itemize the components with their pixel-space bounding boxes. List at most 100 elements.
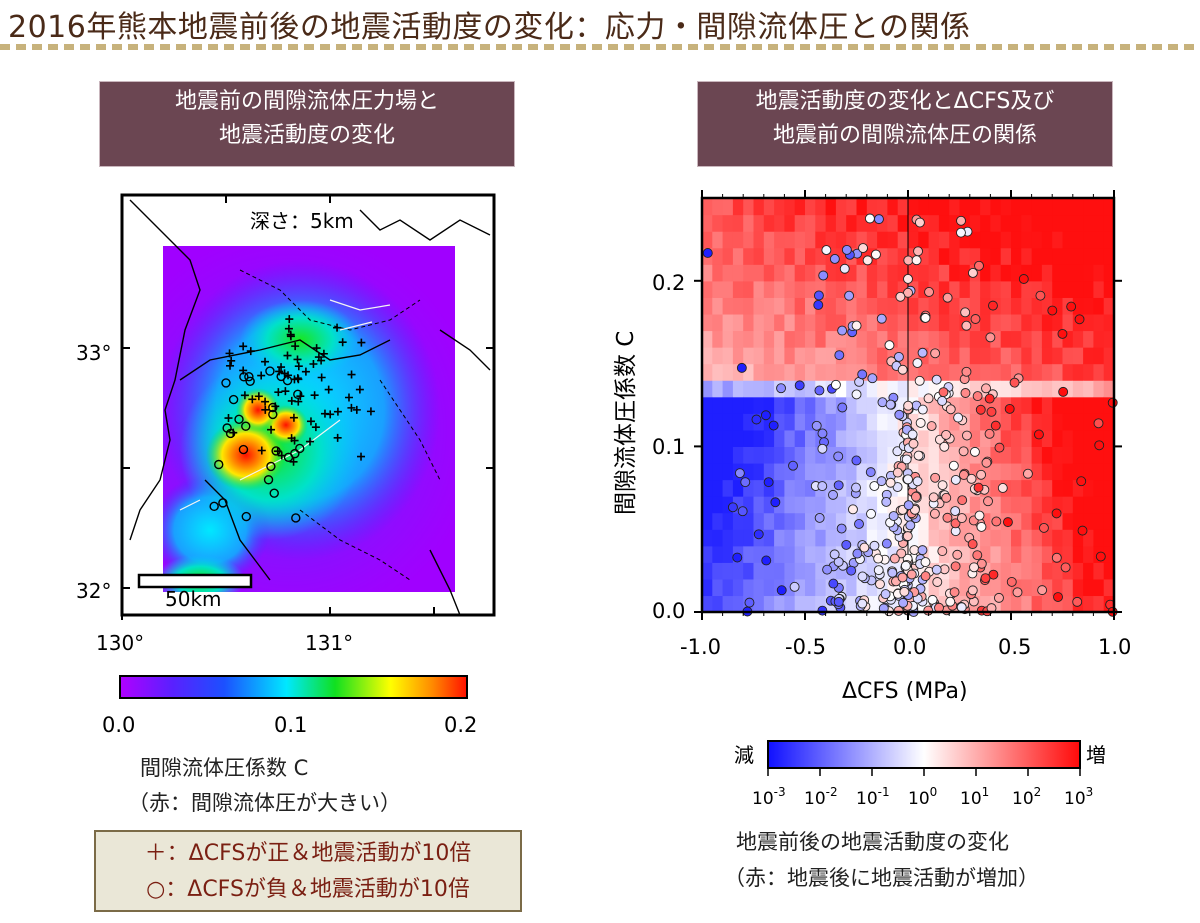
heatmap-cell <box>949 413 961 431</box>
heatmap-cell <box>969 380 981 398</box>
heatmap-cell <box>722 280 734 298</box>
heatmap-cell <box>722 313 734 332</box>
heatmap-cell <box>712 380 724 398</box>
scatter-point <box>980 573 991 584</box>
heatmap-cell <box>1041 297 1053 315</box>
heatmap-cell <box>877 264 888 282</box>
heatmap-cell <box>990 578 1002 597</box>
scatter-point <box>833 451 844 462</box>
scatter-point <box>911 255 922 266</box>
circle-marker <box>234 414 244 425</box>
scatter-point <box>1047 305 1058 316</box>
scatter-point <box>870 249 881 260</box>
heatmap-cell <box>1062 363 1074 381</box>
heatmap-cell <box>1031 545 1043 563</box>
heatmap-cell <box>856 380 868 398</box>
heatmap-cell <box>1103 496 1115 514</box>
plus-marker <box>347 403 356 412</box>
heatmap-cell <box>877 479 888 497</box>
heatmap-cell <box>1083 280 1094 298</box>
plus-marker <box>261 405 270 414</box>
scatter-point <box>1038 522 1049 533</box>
heatmap-cell <box>928 330 940 348</box>
heatmap-cell <box>1041 231 1053 249</box>
heatmap-cell <box>1041 214 1053 232</box>
heatmap-cell <box>1021 479 1033 497</box>
heatmap-cell <box>1031 247 1043 265</box>
heatmap-cell <box>1072 247 1084 265</box>
heatmap-cell <box>1052 529 1064 547</box>
plus-marker <box>311 423 320 432</box>
scatter-point <box>1033 429 1044 440</box>
heatmap-cell <box>794 529 806 547</box>
heatmap-cell <box>1093 462 1105 481</box>
heatmap-cell <box>753 231 765 249</box>
heatmap-cell <box>887 247 899 265</box>
heatmap-cell <box>1031 330 1043 348</box>
heatmap-cell <box>763 496 775 514</box>
heatmap-cell <box>763 231 775 249</box>
x-axis-label: ΔCFS (MPa) <box>842 679 968 704</box>
heatmap-cell <box>938 413 950 431</box>
heatmap-cell <box>722 595 734 613</box>
circle-marker <box>222 423 232 433</box>
heatmap-cell <box>1052 264 1064 282</box>
heatmap-cell <box>1103 313 1115 332</box>
heatmap-cell <box>1011 512 1022 530</box>
scatter-point <box>751 414 762 425</box>
heatmap-cell <box>1103 347 1115 365</box>
heatmap-cell <box>1052 595 1064 613</box>
heatmap-cell <box>1083 578 1094 597</box>
heatmap-cell <box>1072 380 1084 398</box>
scatter-point <box>950 561 961 572</box>
heatmap-cell <box>1052 396 1064 414</box>
heatmap-cell <box>846 529 858 547</box>
heatmap-cell <box>732 595 744 613</box>
heatmap-cell <box>1072 496 1084 514</box>
heatmap-cell <box>1103 429 1115 447</box>
heatmap-cell <box>805 363 816 381</box>
heatmap-cell <box>990 595 1002 613</box>
heatmap-cell <box>877 380 888 398</box>
heatmap-cell <box>743 529 755 547</box>
scatter-point <box>960 388 971 398</box>
heatmap-cell <box>969 529 981 547</box>
page-title: 2016年熊本地震前後の地震活動度の変化：応力・間隙流体圧との関係 <box>8 10 971 45</box>
plus-marker <box>324 385 333 394</box>
heatmap-cell <box>980 313 991 332</box>
heatmap-cell <box>846 446 858 464</box>
heatmap-cell <box>1000 496 1012 514</box>
heatmap-cell <box>1031 198 1043 216</box>
heatmap-cell <box>753 247 765 265</box>
heatmap-cell <box>918 462 930 481</box>
heatmap-cell <box>712 529 724 547</box>
heatmap-cell <box>969 214 981 232</box>
scatter-point <box>794 380 805 391</box>
heatmap-cell <box>949 330 961 348</box>
heatmap-cell <box>990 429 1002 447</box>
scatter-point <box>844 290 855 301</box>
heatmap-cell <box>969 462 981 481</box>
heatmap-cell <box>846 413 858 431</box>
heatmap-cell <box>980 363 991 381</box>
heatmap-cell <box>980 578 991 597</box>
heatmap-cell <box>712 512 724 530</box>
lon-tick-130: 130° <box>96 631 144 655</box>
scatter-point <box>924 286 934 297</box>
scatter-point <box>817 481 828 492</box>
colorbar-low-label: 減 <box>734 743 754 767</box>
heatmap-cell <box>846 396 858 414</box>
right-colorbar: 減 増 10-3 10-2 10-1 100 101 102 103 <box>734 740 1106 809</box>
heatmap-cell <box>774 562 785 580</box>
heatmap-cell <box>805 380 816 398</box>
scatter-point <box>917 545 928 556</box>
heatmap-cell <box>722 578 734 597</box>
scatter-point <box>902 531 913 542</box>
heatmap-cell <box>722 496 734 514</box>
heatmap-cell <box>990 396 1002 414</box>
scatter-point <box>956 227 966 238</box>
heatmap-cell <box>1083 347 1094 365</box>
scatter-point <box>956 513 967 524</box>
heatmap-cell <box>1021 446 1033 464</box>
heatmap-cell <box>774 198 785 216</box>
